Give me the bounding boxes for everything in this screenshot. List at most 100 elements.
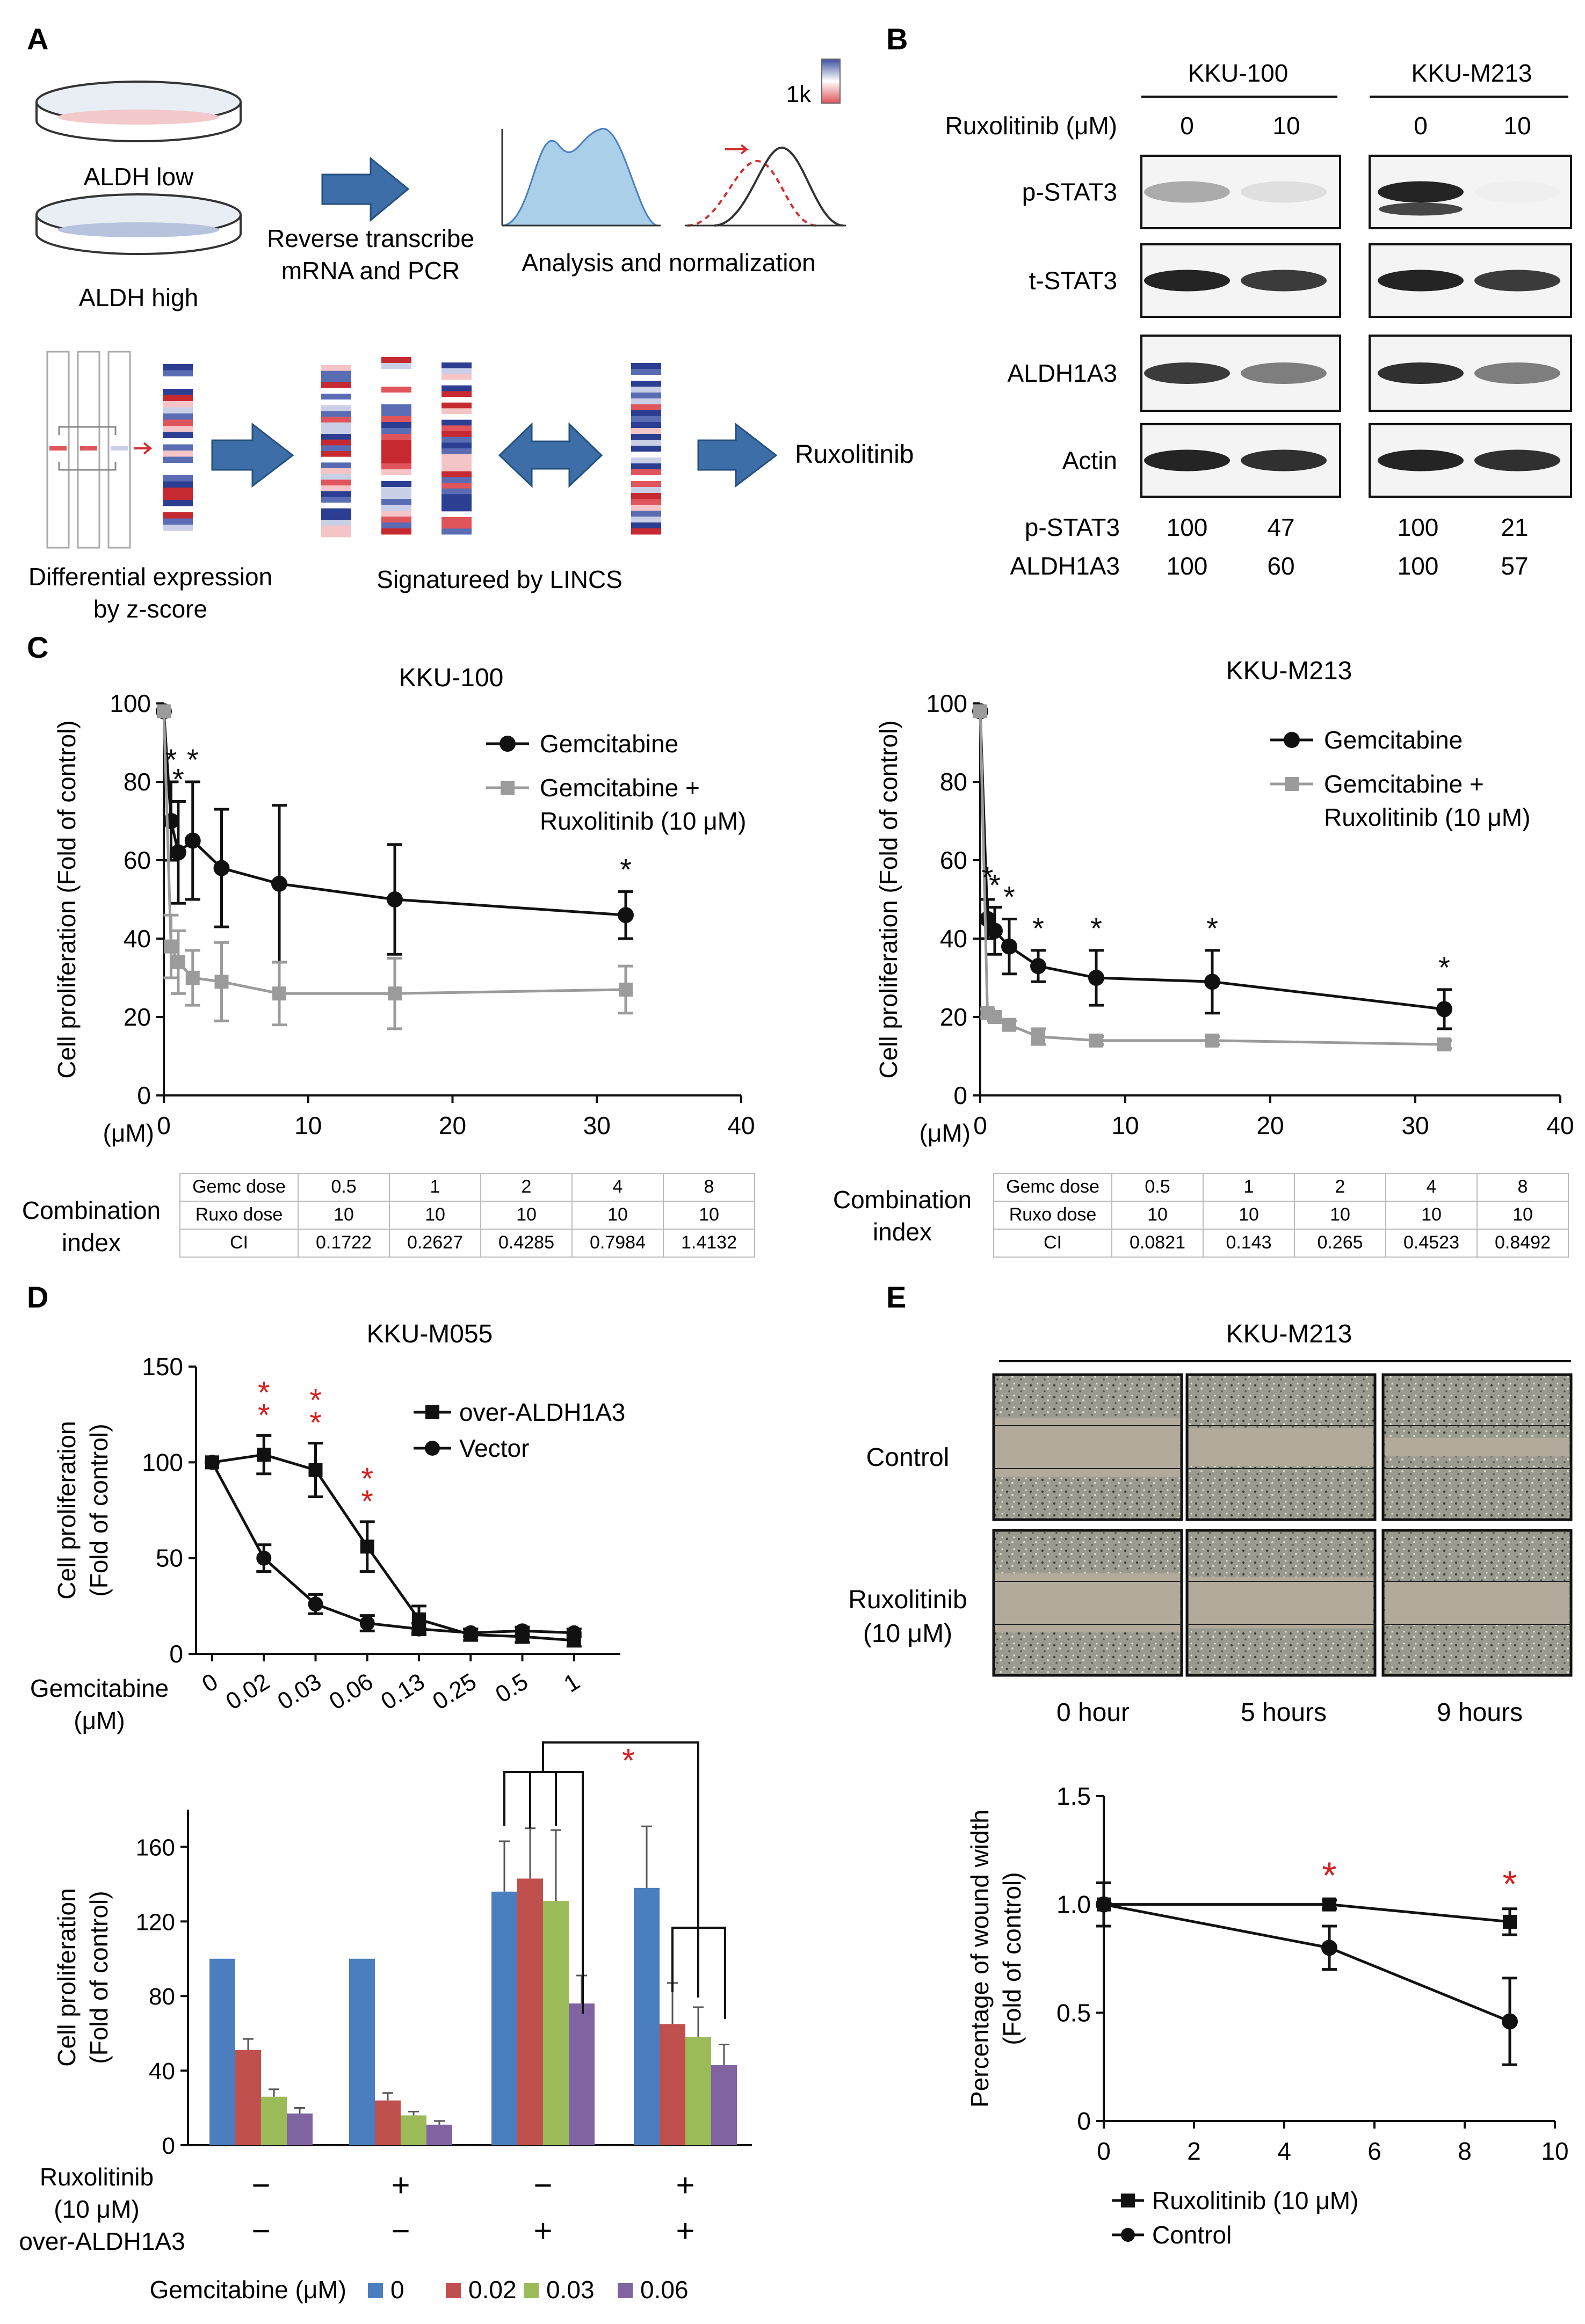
rux-sign: − xyxy=(251,2167,270,2203)
quant-name-1: ALDH1A3 xyxy=(1010,552,1120,580)
blot-band xyxy=(1378,449,1464,471)
heat-cell xyxy=(442,425,472,432)
heat-cell xyxy=(321,474,351,480)
data-point xyxy=(1436,1001,1452,1018)
wound-gap xyxy=(1385,1581,1569,1624)
data-point xyxy=(987,923,1003,939)
legend-label: Control xyxy=(1152,2221,1232,2249)
heat-cell xyxy=(442,517,472,524)
x-tick-label: 0.25 xyxy=(428,1668,481,1715)
ci-label-right-1: Combination xyxy=(833,1186,972,1214)
x-tick-label: 6 xyxy=(1367,2137,1381,2165)
legend-swatch xyxy=(524,2283,539,2298)
significance-marker: * xyxy=(982,860,994,894)
blot-band xyxy=(1378,270,1464,292)
drug-label: Ruxolitinib xyxy=(795,440,914,469)
data-point xyxy=(515,1623,530,1639)
heat-cell xyxy=(163,382,193,389)
heat-cell xyxy=(381,505,411,511)
significance-marker: * xyxy=(1032,911,1044,945)
blot-band xyxy=(1474,362,1560,384)
y-tick-label: 120 xyxy=(136,1909,175,1935)
row-control: Control xyxy=(866,1443,950,1472)
ci-label-left-2: index xyxy=(62,1229,121,1257)
x-tick-label: 10 xyxy=(1111,1112,1139,1139)
legend-swatch-marker xyxy=(501,781,515,795)
dose-3: 10 xyxy=(1503,112,1531,140)
legend-swatch-marker xyxy=(1285,777,1299,791)
y-tick-label: 20 xyxy=(124,1003,151,1031)
heat-cell xyxy=(631,387,661,393)
heat-cell xyxy=(631,511,661,517)
x-tick-label: 0.5 xyxy=(491,1668,533,1708)
data-point xyxy=(1002,1018,1016,1032)
legend-label: Gemcitabine xyxy=(1324,726,1463,754)
bar xyxy=(375,2100,401,2145)
heat-cell xyxy=(163,500,193,506)
heat-cell xyxy=(163,481,193,488)
heat-cell xyxy=(442,505,472,512)
heat-cell xyxy=(381,528,411,535)
heat-cell xyxy=(442,380,472,386)
bar xyxy=(543,1901,569,2145)
heat-cell xyxy=(163,438,193,445)
table-value: 10 xyxy=(607,1204,628,1225)
k-label: 1k xyxy=(786,81,812,107)
legend-swatch-marker xyxy=(1121,2194,1135,2207)
heat-cell xyxy=(321,439,351,446)
table-value: 10 xyxy=(334,1204,354,1225)
aldh-sign: − xyxy=(251,2213,270,2249)
band-label: p-STAT3 xyxy=(1022,178,1117,206)
legend-label: 0 xyxy=(390,2276,404,2304)
heat-cell xyxy=(321,422,351,429)
table-row-header: Ruxo dose xyxy=(196,1204,283,1225)
heat-cell xyxy=(442,408,472,415)
significance-bracket xyxy=(503,1771,584,2014)
dish-low-icon xyxy=(35,81,242,142)
legend-label: Gemcitabine + xyxy=(1324,770,1484,798)
chart-title: KKU-M055 xyxy=(367,1320,493,1348)
table-row-header: Gemc dose xyxy=(1006,1176,1099,1197)
significance-marker: * xyxy=(361,1484,373,1519)
quant-val-1-2: 100 xyxy=(1398,552,1439,580)
diff-line2: by z-score xyxy=(93,595,207,623)
significance-marker: * xyxy=(258,1398,270,1433)
y-tick-label: 100 xyxy=(142,1448,183,1476)
legend-label: Gemcitabine + xyxy=(540,774,700,802)
bar xyxy=(235,2050,261,2145)
series-line xyxy=(212,1453,574,1642)
significance-marker: * xyxy=(1090,911,1102,945)
x-tick-label: 30 xyxy=(1401,1112,1429,1139)
table-value: 1.4132 xyxy=(681,1232,737,1253)
quant-val-0-2: 100 xyxy=(1398,513,1439,541)
panel-d-label: D xyxy=(27,1280,48,1314)
arrow-right-icon xyxy=(321,156,410,222)
data-point xyxy=(1205,1033,1219,1048)
heat-cell xyxy=(163,488,193,494)
heat-cell xyxy=(631,522,661,529)
data-point xyxy=(271,875,287,892)
heat-cell xyxy=(163,407,193,414)
table-value: 8 xyxy=(1518,1176,1528,1197)
x-tick-label: 40 xyxy=(1546,1112,1574,1139)
blot-band xyxy=(1241,449,1327,471)
line-label-kkum213: KKU-M213 xyxy=(1412,59,1532,87)
significance-marker: * xyxy=(1502,1863,1517,1905)
heat-cell xyxy=(442,494,472,500)
heat-cell xyxy=(321,382,351,389)
data-point xyxy=(1031,1029,1045,1044)
data-point xyxy=(1322,1897,1336,1912)
heat-cell xyxy=(163,389,193,395)
y-tick-label: 0 xyxy=(162,2133,175,2159)
heat-cell xyxy=(381,475,411,482)
expression-columns-icon xyxy=(46,351,153,549)
blot-band xyxy=(1241,270,1327,292)
legend-label: Ruxolitinib (10 μM) xyxy=(1324,803,1530,831)
heat-cell xyxy=(163,469,193,476)
ci-label-right-2: index xyxy=(873,1218,932,1246)
y-tick-label: 50 xyxy=(156,1544,183,1572)
x-tick-label: 20 xyxy=(439,1112,466,1139)
legend-swatch xyxy=(368,2283,383,2298)
series-line xyxy=(211,1462,574,1635)
